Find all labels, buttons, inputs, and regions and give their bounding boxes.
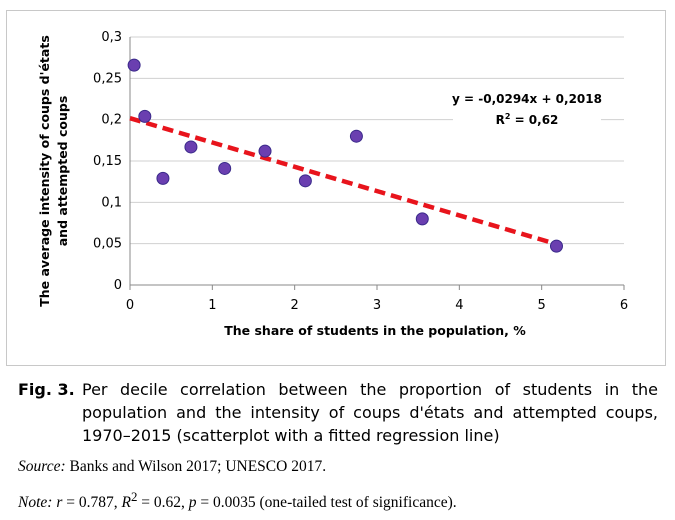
note-r2-symbol: R — [121, 494, 131, 512]
axes — [129, 37, 625, 290]
note-r2-value: = 0.62, — [137, 494, 189, 512]
x-tick-label: 2 — [291, 298, 299, 313]
y-axis-title-line2: and attempted coups — [55, 96, 70, 247]
y-tick-label: 0,05 — [93, 237, 122, 252]
data-point — [156, 171, 170, 185]
note-r-value: = 0.787, — [62, 494, 122, 512]
x-tick-label: 6 — [620, 298, 628, 313]
chart-frame: 0 0,05 0,1 0,15 0,2 0,25 0,3 0 1 2 3 4 5 6 y = -0,02… — [6, 10, 666, 366]
note-r2-superscript: 2 — [130, 489, 138, 504]
y-tick-label: 0,3 — [101, 30, 122, 45]
data-point — [258, 144, 272, 158]
y-tick-label: 0 — [114, 278, 122, 293]
data-point — [218, 161, 232, 175]
caption-label: Fig. 3. — [18, 380, 75, 399]
data-point — [127, 58, 141, 72]
x-tick-label: 0 — [126, 298, 134, 313]
regression-equation-box: y = -0,0294x + 0,2018 R2 = 0,62 — [452, 85, 602, 131]
note-prefix: Note: — [18, 494, 53, 512]
note-line: Note: r = 0.787, R2 = 0.62, p = 0.0035 (… — [18, 489, 457, 512]
r-squared-text: R2 = 0,62 — [496, 112, 559, 127]
gridlines — [130, 36, 624, 245]
source-text: Banks and Wilson 2017; UNESCO 2017. — [65, 458, 327, 475]
y-tick-labels: 0 0,05 0,1 0,15 0,2 0,25 0,3 — [93, 30, 122, 293]
source-line: Source: Banks and Wilson 2017; UNESCO 20… — [18, 458, 326, 476]
scatter-chart: 0 0,05 0,1 0,15 0,2 0,25 0,3 0 1 2 3 4 5 6 y = -0,02… — [37, 30, 628, 338]
equation-text: y = -0,0294x + 0,2018 — [452, 92, 602, 106]
x-tick-label: 3 — [373, 298, 381, 313]
y-axis-title-line1: The average intensity of coups d'états — [37, 35, 52, 307]
y-axis-title: The average intensity of coups d'états a… — [37, 35, 70, 307]
x-tick-label: 1 — [208, 298, 216, 313]
figure-caption: Fig. 3. Per decile correlation between t… — [18, 378, 658, 447]
x-tick-labels: 0 1 2 3 4 5 6 — [126, 298, 628, 313]
caption-text: Per decile correlation between the propo… — [82, 380, 658, 445]
data-point — [349, 129, 363, 143]
x-axis-title: The share of students in the population,… — [224, 323, 526, 338]
x-tick-label: 5 — [538, 298, 546, 313]
note-r-symbol: r — [56, 494, 63, 512]
y-tick-label: 0,15 — [93, 154, 122, 169]
data-points — [127, 58, 563, 253]
note-p-symbol: p — [188, 494, 197, 512]
data-point — [298, 174, 312, 188]
equation-background — [453, 85, 601, 131]
trendline-group — [129, 116, 558, 247]
data-point — [549, 239, 563, 253]
source-prefix: Source: — [18, 458, 66, 475]
y-tick-label: 0,2 — [101, 113, 122, 128]
note-p-value: = 0.0035 (one-tailed test of significanc… — [196, 494, 457, 512]
y-tick-label: 0,25 — [93, 71, 122, 86]
data-point — [138, 109, 152, 123]
trendline — [129, 116, 558, 247]
data-point — [184, 140, 198, 154]
y-tick-label: 0,1 — [101, 195, 122, 210]
x-tick-label: 4 — [455, 298, 463, 313]
data-point — [415, 212, 429, 226]
